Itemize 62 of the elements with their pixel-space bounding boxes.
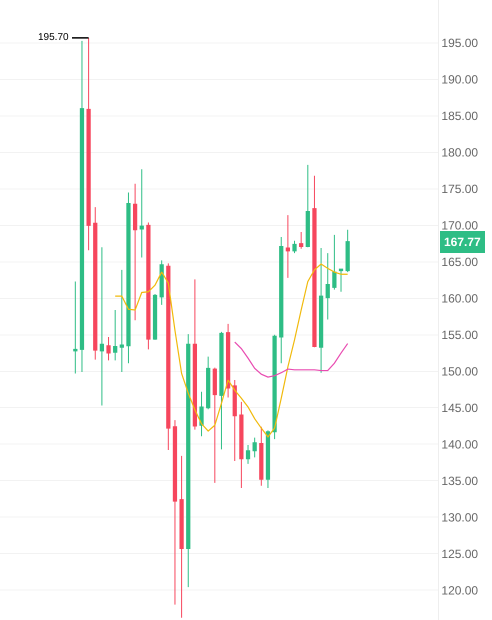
candlestick [266,430,270,488]
candlestick [80,40,84,372]
candlestick [326,252,330,320]
candlestick [120,269,124,372]
candlestick [272,334,277,440]
candlestick [212,367,217,484]
candlestick [140,168,144,258]
y-tick-label: 160.00 [441,292,478,306]
y-tick-label: 155.00 [441,328,478,342]
candlestick [106,336,111,361]
candlestick [73,281,78,374]
candlestick [86,37,91,251]
y-tick-label: 170.00 [441,218,478,233]
candlestick [332,234,337,290]
y-tick-label: 150.00 [441,364,478,378]
candlestick [172,420,178,606]
text: 195.70 [38,32,70,43]
line-series [234,341,348,378]
candlestick [113,310,118,361]
candlestick [186,334,190,588]
y-tick-label: 120.00 [441,583,478,598]
candlestick [292,240,297,254]
candlestick [279,236,284,364]
candlestick [146,222,151,350]
candlestick [132,183,138,321]
candlestick [206,356,210,410]
candlestick [126,192,131,364]
y-tick-label: 125.00 [441,546,478,561]
candlestick [160,260,164,306]
candlestick [192,278,198,430]
candlestick [199,391,204,437]
candlestick [346,229,350,273]
line-series [114,263,348,438]
y-tick-label: 130.00 [441,510,478,524]
candlestick [312,175,317,348]
y-tick-label: 145.00 [441,400,478,415]
candlestick [100,246,104,406]
candlestick [152,293,158,340]
candlestick [259,426,264,486]
text: 167.77 [444,235,482,249]
candlestick [219,331,224,450]
candlestick [286,214,290,278]
candlestick [93,206,98,360]
candlestick [338,268,344,292]
candlestick [226,323,230,398]
y-tick-label: 135.00 [441,474,478,488]
candlestick [299,231,304,250]
candlestick [232,380,237,462]
y-tick-label: 195.00 [441,36,478,50]
candlestick [252,437,257,458]
y-tick-label: 190.00 [441,72,478,87]
candlestick [246,444,250,464]
candlestick [179,455,184,618]
candlestick [318,248,324,374]
y-tick-label: 165.00 [441,255,478,270]
candlestick [166,262,170,451]
y-tick-label: 185.00 [441,109,478,124]
y-tick-label: 140.00 [441,437,478,452]
candlestick [306,164,310,248]
y-tick-label: 175.00 [441,182,478,196]
candlestick [239,401,244,488]
y-tick-label: 180.00 [441,146,478,160]
